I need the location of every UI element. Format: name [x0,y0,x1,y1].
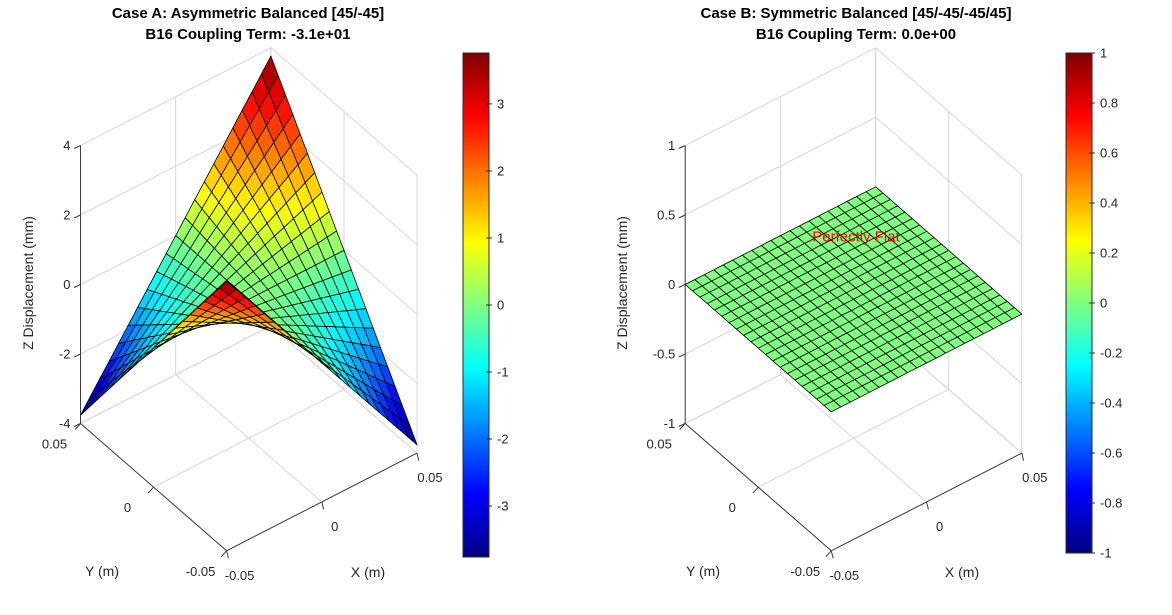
case-b-colorbar-tick-label: -0.8 [1100,496,1122,511]
case-b-z-tick-label: -1 [664,416,676,431]
case-b-colorbar-tick-label: -0.2 [1100,346,1122,361]
case-a-x-tick-label: 0.05 [417,470,442,485]
case-a-z-axis-label: Z Displacement (mm) [20,216,36,350]
case-a-colorbar-tick-label: -2 [497,432,509,447]
case-b-x-tick-label: -0.05 [829,568,859,583]
case-a-colorbar-tick-label: 1 [497,231,504,246]
case-a-y-tick-label: -0.05 [186,564,216,579]
case-a-z-tick-label: -2 [59,347,71,362]
case-a-title-line2: B16 Coupling Term: -3.1e+01 [145,26,351,43]
case-b-colorbar-tick-label: 0.4 [1100,196,1118,211]
case-b-surface [684,186,1023,413]
case-a-plot: -0.05 0 0.05 -0.05 0 0.05 -4 -2 0 2 4 [42,46,443,583]
case-b-x-axis-label: X (m) [944,564,980,580]
case-b-colorbar-tick-label: 0.2 [1100,246,1118,261]
case-b-z-axis-label: Z Displacement (mm) [614,216,630,350]
case-a-axes [73,145,420,559]
perfectly-flat-annotation: Perfectly Flat [812,228,900,246]
case-a-colorbar: 3 2 1 0 -1 -2 -3 [462,52,509,558]
case-b-title: Case B: Symmetric Balanced [45/-45/-45/4… [701,3,1012,45]
case-b-colorbar-tick-label: 1 [1100,46,1107,61]
case-b-x-tick-label: 0.05 [1022,470,1047,485]
case-b-z-tick-label: 0.5 [657,208,675,223]
case-a-x-axis-label: X (m) [350,564,386,580]
case-a-title-line1: Case A: Asymmetric Balanced [45/-45] [111,5,385,22]
case-a-z-tick-label: -4 [59,416,71,431]
case-b-colorbar-tick-label: 0.6 [1100,146,1118,161]
case-b-colorbar-tick-label: -0.6 [1100,446,1122,461]
case-b-colorbar-tick-label: -1 [1100,546,1112,561]
case-b-tick-labels: -0.05 0 0.05 -0.05 0 0.05 -1 -0.5 0 0.5 1 [647,138,1048,583]
case-a-y-tick-label: 0 [124,500,131,515]
case-b-y-tick-label: 0.05 [647,437,672,452]
case-b-title-line2: B16 Coupling Term: 0.0e+00 [755,26,957,43]
case-a-colorbar-tick-label: -1 [497,365,509,380]
case-a-x-tick-label: -0.05 [225,568,255,583]
case-b-colorbar-gradient [1065,52,1093,554]
case-a-z-tick-label: 4 [63,138,70,153]
case-a-y-tick-label: 0.05 [42,437,67,452]
case-b-y-axis-label: Y (m) [686,563,720,579]
case-b-z-tick-label: 0 [668,277,675,292]
case-a-title: Case A: Asymmetric Balanced [45/-45] B16… [112,3,384,45]
case-b-colorbar-tick-label: 0.8 [1100,96,1118,111]
case-b-y-tick-label: 0 [729,500,736,515]
case-a-colorbar-gradient [462,52,490,558]
case-a-colorbar-tick-label: 3 [497,96,504,111]
case-b-plot: -0.05 0 0.05 -0.05 0 0.05 -1 -0.5 0 0.5 1 [647,46,1048,583]
case-b-z-tick-label: 1 [668,138,675,153]
case-b-colorbar: 1 0.8 0.6 0.4 0.2 0 -0.2 -0.4 -0.6 -0.8 -1 [1065,46,1122,561]
case-a-colorbar-tick-label: 2 [497,164,504,179]
case-a-z-tick-label: 2 [63,208,70,223]
case-a-y-axis-label: Y (m) [85,563,119,579]
case-a-z-tick-label: 0 [63,277,70,292]
case-a-x-tick-label: 0 [331,519,338,534]
case-a-tick-labels: -0.05 0 0.05 -0.05 0 0.05 -4 -2 0 2 4 [42,138,443,583]
case-b-colorbar-tick-label: 0 [1100,296,1107,311]
case-b-x-tick-label: 0 [936,519,943,534]
case-b-z-tick-label: -0.5 [653,347,675,362]
case-a-colorbar-tick-label: 0 [497,298,504,313]
case-b-title-line1: Case B: Symmetric Balanced [45/-45/-45/4… [700,5,1012,22]
case-a-surface [80,55,418,446]
case-a-colorbar-tick-label: -3 [497,499,509,514]
case-b-y-tick-label: -0.05 [790,564,820,579]
case-b-colorbar-tick-label: -0.4 [1100,396,1122,411]
